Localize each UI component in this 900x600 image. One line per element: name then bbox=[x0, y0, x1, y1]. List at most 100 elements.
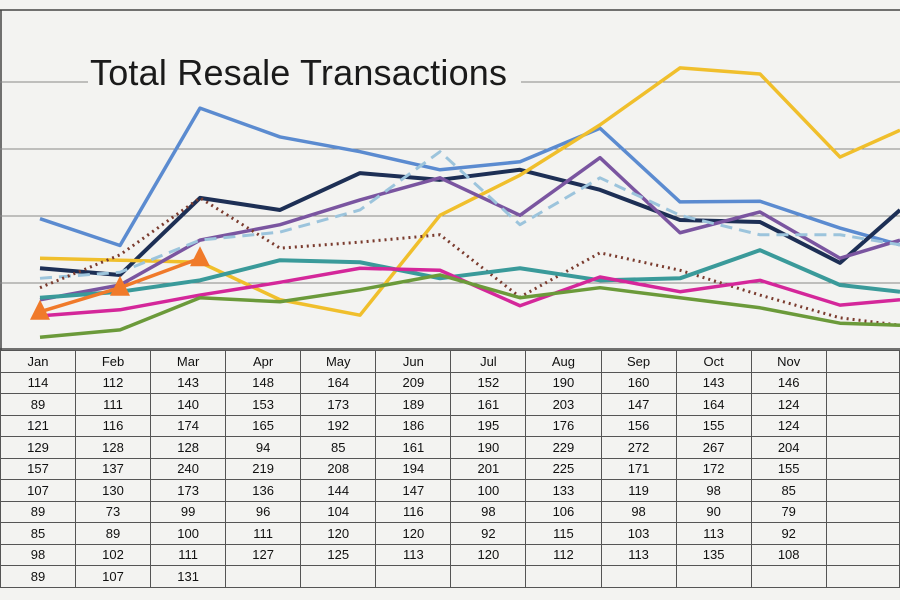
table-cell: 73 bbox=[74, 500, 152, 523]
series-line-7 bbox=[39, 248, 900, 300]
column-header: Sep bbox=[600, 350, 677, 373]
table-cell bbox=[750, 565, 827, 588]
table-cell bbox=[825, 457, 900, 480]
column-header: Jun bbox=[375, 350, 452, 373]
table-cell: 186 bbox=[375, 414, 452, 437]
triangle-marker bbox=[110, 275, 130, 296]
table-row: 121 116 174 165 192 186 195 176 156 155 124 bbox=[0, 414, 900, 437]
table-cell: 189 bbox=[375, 393, 452, 416]
table-cell: 104 bbox=[300, 500, 377, 523]
table-cell: 143 bbox=[675, 371, 752, 394]
table-cell: 147 bbox=[375, 479, 452, 502]
table-cell: 112 bbox=[525, 543, 602, 566]
table-cell: 272 bbox=[600, 436, 677, 459]
table-cell: 128 bbox=[74, 436, 152, 459]
table-cell: 89 bbox=[0, 393, 76, 416]
table-cell: 204 bbox=[750, 436, 827, 459]
table-cell bbox=[825, 565, 900, 588]
column-header: Aug bbox=[525, 350, 602, 373]
table-cell: 116 bbox=[74, 414, 152, 437]
table-row: 89 111 140 153 173 189 161 203 147 164 124 bbox=[0, 393, 900, 416]
table-cell: 79 bbox=[750, 500, 827, 523]
table-cell: 128 bbox=[150, 436, 227, 459]
table-cell: 90 bbox=[675, 500, 752, 523]
table-cell: 176 bbox=[525, 414, 602, 437]
table-cell bbox=[825, 414, 900, 437]
table-cell: 106 bbox=[525, 500, 602, 523]
table-cell: 98 bbox=[450, 500, 527, 523]
table-cell: 102 bbox=[74, 543, 152, 566]
table-cell bbox=[225, 565, 302, 588]
table-cell: 133 bbox=[525, 479, 602, 502]
table-cell: 157 bbox=[0, 457, 76, 480]
series-line-5 bbox=[39, 150, 900, 280]
table-cell: 192 bbox=[300, 414, 377, 437]
table-cell: 100 bbox=[150, 522, 227, 545]
table-cell: 156 bbox=[600, 414, 677, 437]
column-header: Jul bbox=[450, 350, 527, 373]
table-cell: 130 bbox=[74, 479, 152, 502]
table-cell: 98 bbox=[600, 500, 677, 523]
table-cell: 160 bbox=[600, 371, 677, 394]
table-cell: 240 bbox=[150, 457, 227, 480]
table-cell: 89 bbox=[74, 522, 152, 545]
table-row: 157 137 240 219 208 194 201 225 171 172 155 bbox=[0, 457, 900, 480]
table-cell: 171 bbox=[600, 457, 677, 480]
table-cell: 146 bbox=[750, 371, 827, 394]
table-cell: 229 bbox=[525, 436, 602, 459]
table-cell: 173 bbox=[150, 479, 227, 502]
series-line-4 bbox=[39, 155, 900, 302]
table-cell: 165 bbox=[225, 414, 302, 437]
table-cell: 112 bbox=[74, 371, 152, 394]
table-cell bbox=[600, 565, 677, 588]
table-cell: 94 bbox=[225, 436, 302, 459]
table-cell bbox=[825, 393, 900, 416]
table-cell: 137 bbox=[74, 457, 152, 480]
table-cell bbox=[825, 371, 900, 394]
table-cell: 194 bbox=[375, 457, 452, 480]
series-line-1 bbox=[39, 106, 900, 248]
table-cell: 120 bbox=[300, 522, 377, 545]
table-cell: 92 bbox=[450, 522, 527, 545]
table-cell: 92 bbox=[750, 522, 827, 545]
table-cell: 119 bbox=[600, 479, 677, 502]
table-cell: 111 bbox=[225, 522, 302, 545]
table-cell: 115 bbox=[525, 522, 602, 545]
table-cell: 201 bbox=[450, 457, 527, 480]
table-row: 129 128 128 94 85 161 190 229 272 267 204 bbox=[0, 436, 900, 459]
table-cell: 136 bbox=[225, 479, 302, 502]
column-header: May bbox=[300, 350, 377, 373]
table-cell: 108 bbox=[750, 543, 827, 566]
table-cell bbox=[525, 565, 602, 588]
series-line-6 bbox=[39, 196, 900, 327]
table-cell: 89 bbox=[0, 500, 76, 523]
table-cell: 190 bbox=[450, 436, 527, 459]
table-cell: 89 bbox=[0, 565, 76, 588]
column-header bbox=[825, 350, 900, 373]
table-cell: 172 bbox=[675, 457, 752, 480]
table-cell bbox=[450, 565, 527, 588]
table-cell bbox=[825, 479, 900, 502]
table-row: 85 89 100 111 120 120 92 115 103 113 92 bbox=[0, 522, 900, 545]
table-cell: 96 bbox=[225, 500, 302, 523]
column-header: Apr bbox=[225, 350, 302, 373]
table-cell bbox=[825, 436, 900, 459]
chart-title: Total Resale Transactions bbox=[88, 52, 522, 94]
table-cell: 155 bbox=[675, 414, 752, 437]
column-header: Nov bbox=[750, 350, 827, 373]
table-cell: 225 bbox=[525, 457, 602, 480]
table-cell: 85 bbox=[0, 522, 76, 545]
table-row: 98 102 111 127 125 113 120 112 113 135 108 bbox=[0, 543, 900, 566]
table-cell: 147 bbox=[600, 393, 677, 416]
table-cell: 85 bbox=[750, 479, 827, 502]
table-row: 89 107 131 bbox=[0, 565, 900, 588]
table-cell bbox=[825, 522, 900, 545]
table-cell: 140 bbox=[150, 393, 227, 416]
series-line-2 bbox=[39, 167, 900, 277]
table-cell: 113 bbox=[375, 543, 452, 566]
table-cell: 116 bbox=[375, 500, 452, 523]
table-cell: 155 bbox=[750, 457, 827, 480]
table-cell: 113 bbox=[600, 543, 677, 566]
table-header-row: Jan Feb Mar Apr May Jun Jul Aug Sep Oct Nov bbox=[0, 350, 900, 373]
table-cell: 164 bbox=[675, 393, 752, 416]
